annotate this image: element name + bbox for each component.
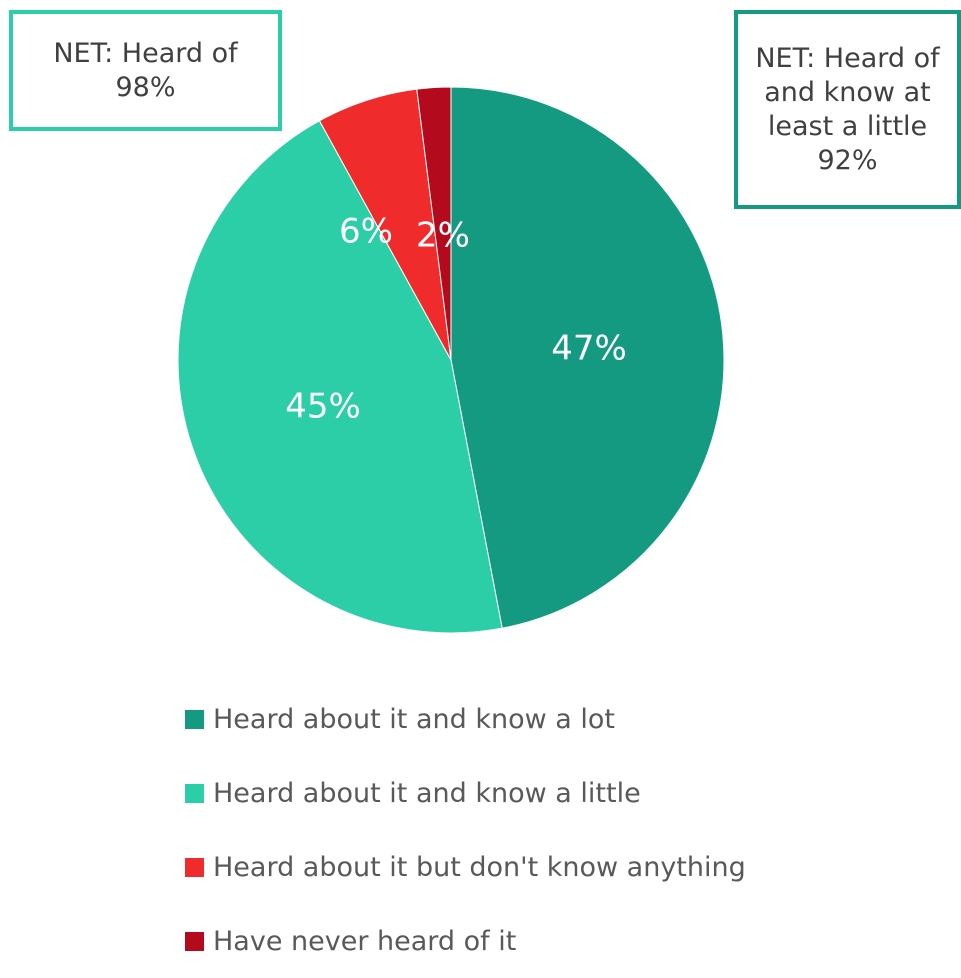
legend: Heard about it and know a lot Heard abou…	[185, 682, 746, 978]
legend-swatch-never-heard	[185, 931, 204, 951]
net-heard-of-box: NET: Heard of 98%	[9, 10, 282, 131]
net-heard-of-line-2: 98%	[115, 71, 176, 103]
pie-slice-know-a-lot	[450, 86, 725, 629]
net-know-little-box: NET: Heard of and know at least a little…	[734, 10, 961, 209]
slice-label-never-heard: 2%	[416, 216, 470, 256]
legend-swatch-know-nothing	[185, 857, 204, 877]
legend-label-know-nothing: Heard about it but don't know anything	[213, 851, 746, 883]
slice-label-know-a-little: 45%	[285, 387, 361, 427]
legend-label-never-heard: Have never heard of it	[213, 925, 517, 957]
net-know-little-line-4: 92%	[817, 144, 878, 176]
legend-item-know-nothing: Heard about it but don't know anything	[185, 830, 746, 904]
net-heard-of-line-1: NET: Heard of	[53, 37, 238, 69]
pie-slice-never-heard	[416, 86, 452, 361]
slice-label-know-a-lot: 47%	[551, 329, 627, 369]
legend-item-never-heard: Have never heard of it	[185, 904, 746, 978]
legend-swatch-know-a-little	[185, 783, 204, 803]
slice-label-know-nothing: 6%	[339, 212, 393, 252]
pie-chart: 47% 45% 6% 2%	[177, 86, 725, 634]
legend-item-know-a-little: Heard about it and know a little	[185, 756, 746, 830]
legend-item-know-a-lot: Heard about it and know a lot	[185, 682, 746, 756]
legend-swatch-know-a-lot	[185, 709, 204, 729]
legend-label-know-a-little: Heard about it and know a little	[213, 777, 641, 809]
net-know-little-line-3: least a little	[767, 110, 928, 142]
pie-slice-know-a-little	[177, 120, 503, 634]
net-know-little-line-2: and know at	[764, 76, 931, 108]
net-know-little-line-1: NET: Heard of	[755, 42, 940, 74]
legend-label-know-a-lot: Heard about it and know a lot	[213, 703, 616, 735]
